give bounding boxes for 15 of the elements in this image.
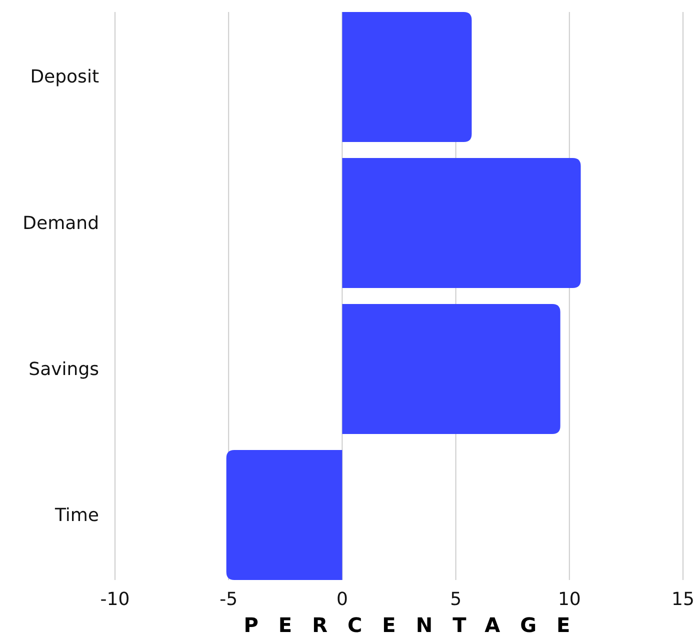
x-tick-label: -10 bbox=[100, 588, 130, 610]
x-tick-label: 15 bbox=[672, 588, 694, 610]
x-tick-label: 0 bbox=[336, 588, 348, 610]
y-tick-label: Demand bbox=[22, 212, 99, 234]
bar bbox=[342, 158, 581, 288]
x-tick-label: -5 bbox=[220, 588, 238, 610]
x-axis-title: PERCENTAGE bbox=[244, 613, 590, 635]
x-tick-label: 5 bbox=[450, 588, 462, 610]
y-tick-label: Deposit bbox=[30, 66, 99, 88]
x-tick-label: 10 bbox=[558, 588, 581, 610]
bar bbox=[342, 12, 472, 142]
y-tick-label: Time bbox=[54, 504, 99, 526]
y-tick-label: Savings bbox=[28, 358, 99, 380]
bar bbox=[226, 450, 342, 580]
bar bbox=[342, 304, 560, 434]
